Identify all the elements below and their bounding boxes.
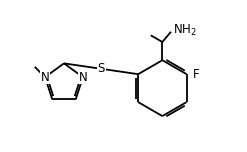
Text: NH$_2$: NH$_2$ [173,23,197,38]
Text: F: F [193,68,200,81]
Text: N: N [79,71,87,84]
Text: N: N [41,71,49,84]
Text: S: S [97,62,105,75]
